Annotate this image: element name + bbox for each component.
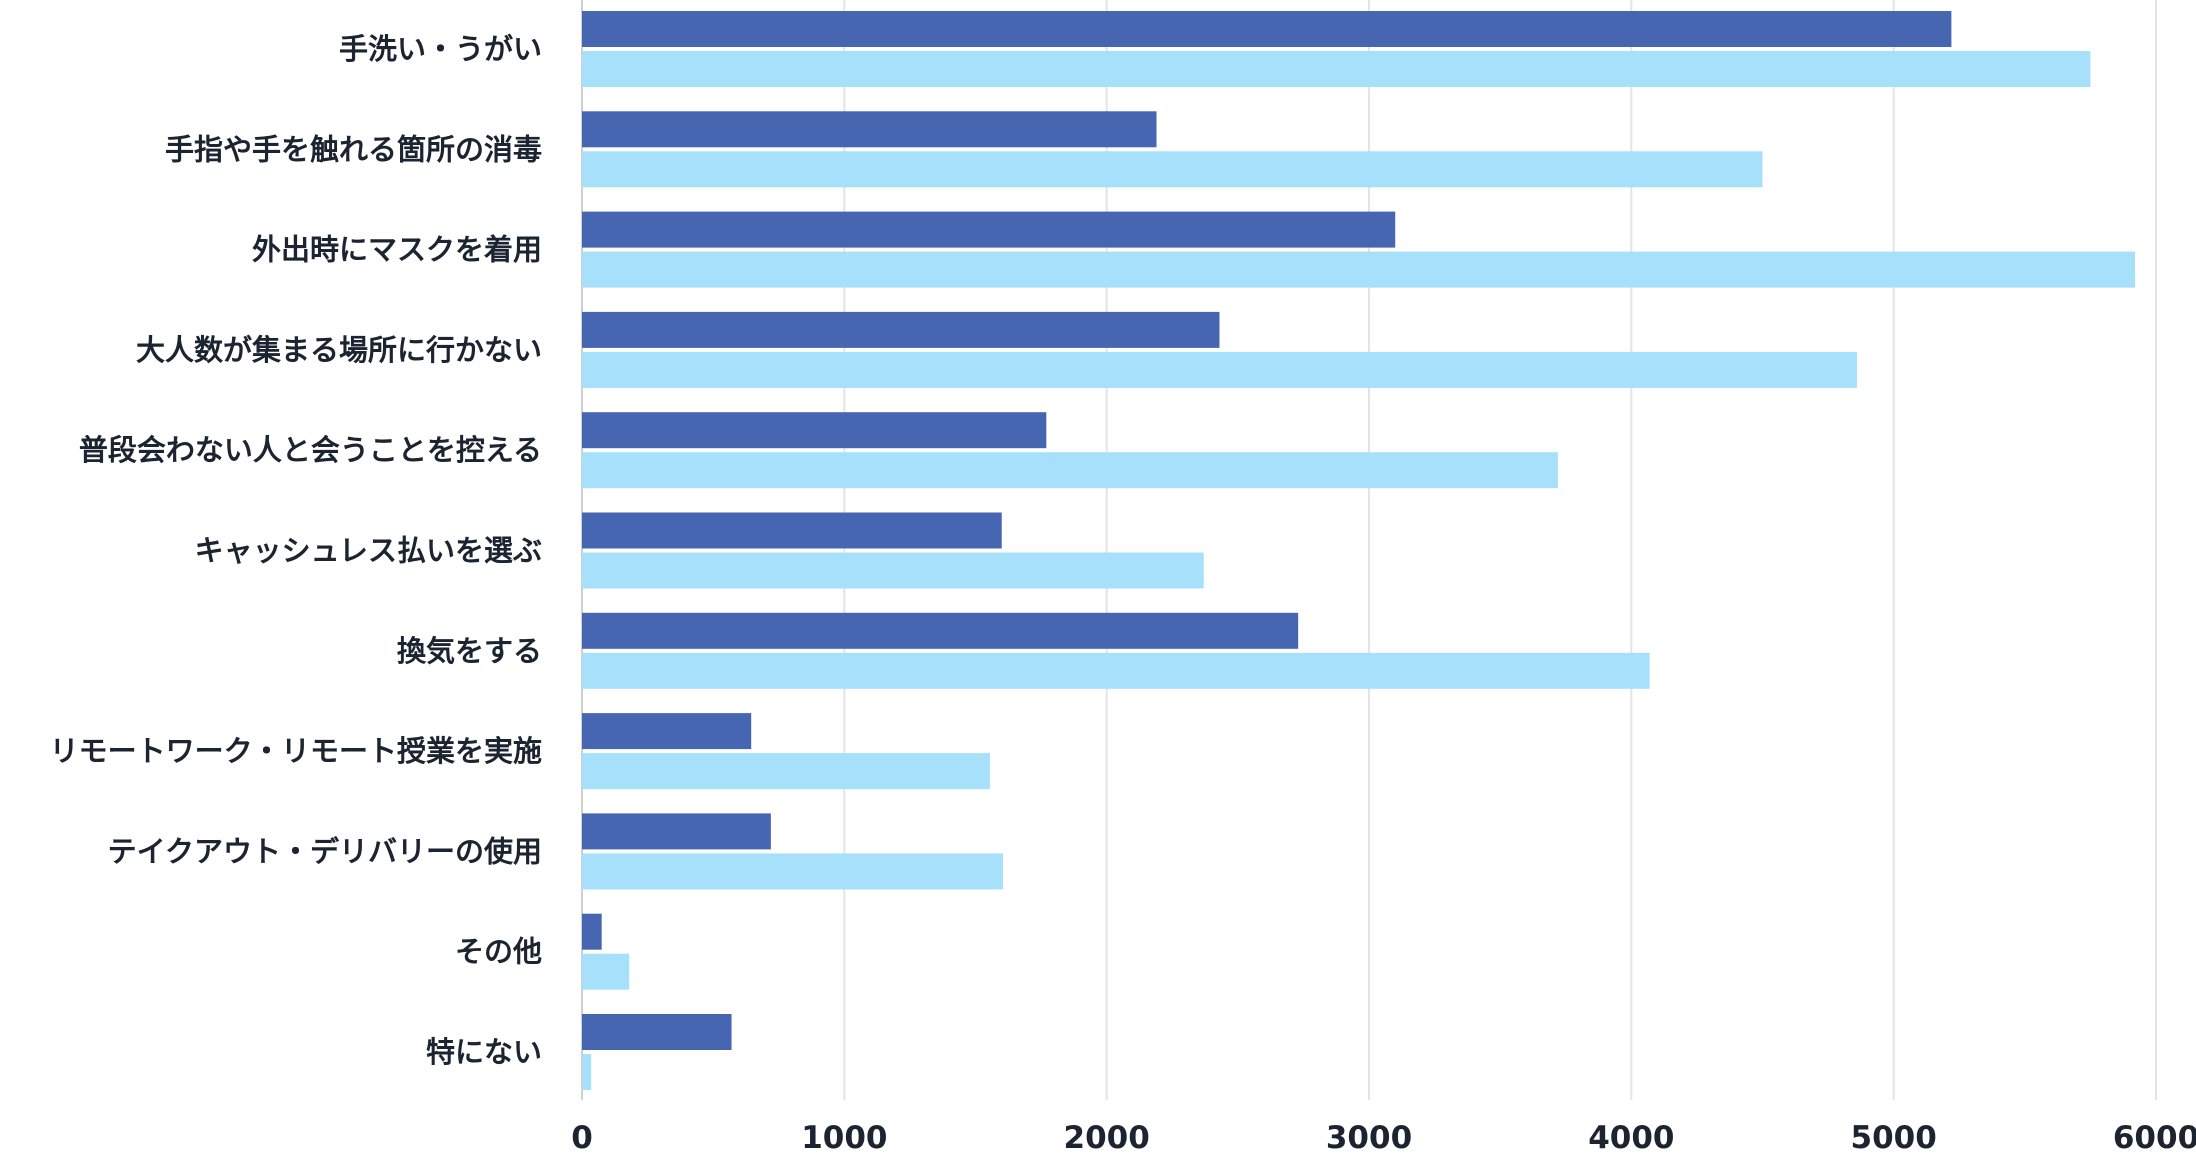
bar-series-1-7 — [582, 612, 1299, 649]
bar-series-1-6 — [582, 512, 1002, 549]
x-tick-label: 0 — [571, 1120, 593, 1156]
category-labels: 手洗い・うがい手指や手を触れる箇所の消毒外出時にマスクを着用大人数が集まる場所に… — [50, 32, 542, 1069]
bar-series-1-9 — [582, 813, 771, 850]
bar-series-2-8 — [582, 753, 990, 790]
category-label: キャッシュレス払いを選ぶ — [195, 534, 542, 568]
bar-series-2-9 — [582, 853, 1004, 890]
x-tick-label: 6000 — [2113, 1120, 2196, 1156]
category-label: テイクアウト・デリバリーの使用 — [108, 834, 542, 868]
bar-series-2-11 — [582, 1054, 592, 1090]
category-label: 大人数が集まる場所に行かない — [136, 333, 542, 367]
bar-series-2-3 — [582, 251, 2136, 288]
bars — [582, 11, 2136, 1090]
bar-series-2-1 — [582, 51, 2091, 87]
bar-series-1-11 — [582, 1014, 732, 1050]
x-tick-labels: 0 1000 2000 3000 4000 5000 6000 — [571, 1120, 2196, 1156]
category-label: 換気をする — [397, 634, 542, 668]
x-tick-label: 5000 — [1851, 1120, 1937, 1156]
x-tick-label: 1000 — [801, 1120, 887, 1156]
category-label: 外出時にマスクを着用 — [252, 233, 542, 267]
x-tick-label: 3000 — [1326, 1120, 1412, 1156]
bar-series-2-10 — [582, 953, 630, 990]
category-label: 手洗い・うがい — [339, 32, 542, 66]
x-tick-label: 4000 — [1588, 1120, 1674, 1156]
bar-series-1-1 — [582, 11, 1952, 47]
bar-series-1-3 — [582, 211, 1396, 248]
bar-series-1-4 — [582, 311, 1220, 348]
bar-series-2-4 — [582, 351, 1857, 388]
category-label: 普段会わない人と会うことを控える — [79, 433, 542, 467]
x-tick-label: 2000 — [1064, 1120, 1150, 1156]
bar-series-2-7 — [582, 652, 1650, 689]
bar-series-1-8 — [582, 713, 752, 750]
category-label: リモートワーク・リモート授業を実施 — [50, 734, 542, 768]
category-label: その他 — [455, 935, 542, 969]
bar-series-2-2 — [582, 151, 1763, 188]
category-label: 手指や手を触れる箇所の消毒 — [165, 132, 542, 166]
category-label: 特にない — [426, 1035, 542, 1069]
bar-series-1-10 — [582, 913, 602, 950]
bar-series-2-6 — [582, 552, 1204, 589]
bar-series-2-5 — [582, 452, 1558, 489]
bar-series-1-5 — [582, 412, 1047, 449]
bar-series-1-2 — [582, 111, 1157, 148]
